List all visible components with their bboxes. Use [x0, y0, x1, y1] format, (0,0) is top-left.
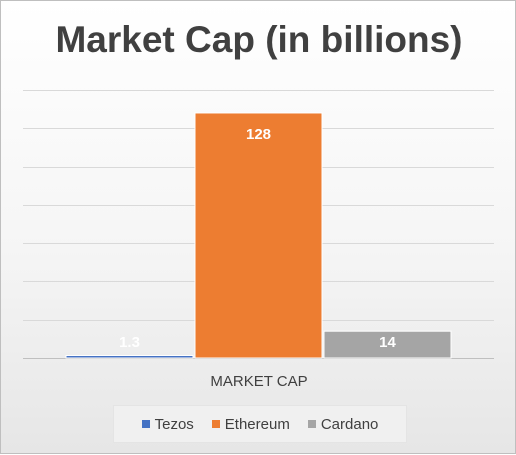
data-label-ethereum: 128: [246, 126, 271, 143]
legend-entry-ethereum: Ethereum: [211, 415, 290, 433]
legend-entry-tezos: Tezos: [141, 415, 194, 433]
legend-label-ethereum: Ethereum: [224, 415, 290, 433]
legend: Tezos Ethereum Cardano: [113, 405, 407, 443]
bar-cardano: [323, 330, 452, 359]
legend-label-tezos: Tezos: [154, 415, 194, 433]
legend-entry-cardano: Cardano: [307, 415, 379, 433]
data-label-cardano: 14: [379, 334, 396, 351]
x-category-label: MARKET CAP: [210, 373, 308, 390]
bar-tezos: [65, 355, 194, 359]
chart-title: Market Cap (in billions): [55, 19, 463, 60]
legend-swatch-ethereum: [211, 420, 220, 428]
bar-ethereum: [194, 112, 323, 359]
bars: [65, 112, 452, 359]
data-labels: 1.3 128 14: [119, 126, 396, 351]
legend-label-cardano: Cardano: [320, 415, 379, 433]
legend-swatch-cardano: [307, 420, 316, 428]
data-label-tezos: 1.3: [119, 334, 140, 351]
legend-swatch-tezos: [141, 420, 150, 428]
